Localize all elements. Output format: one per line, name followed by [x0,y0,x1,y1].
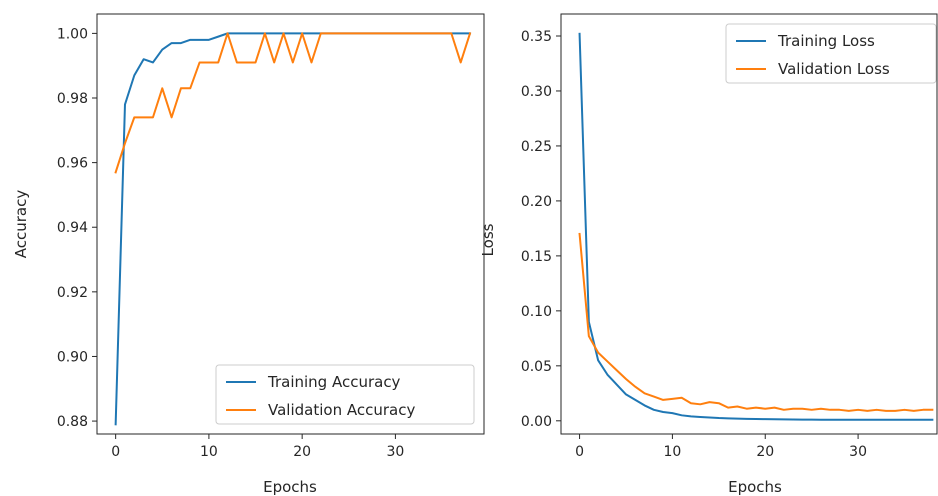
loss-y-tick-label-4: 0.20 [521,194,552,210]
loss-x-tick-label-1: 10 [663,444,681,460]
accuracy-x-axis-label: Epochs [263,478,317,496]
accuracy-legend-label-0: Training Accuracy [267,373,401,391]
accuracy-legend-label-1: Validation Accuracy [268,401,415,419]
accuracy-chart: 0 10 20 30 0.88 0.90 0.92 0.94 0.96 0.98 1.00 Epoc… [12,13,485,496]
accuracy-x-tick-label-0: 0 [111,444,120,460]
accuracy-y-tick-label-1: 0.90 [57,349,88,365]
accuracy-x-tick-label-1: 10 [200,444,218,460]
loss-legend: Training Loss Validation Loss [725,23,937,84]
loss-x-axis-label: Epochs [728,478,782,496]
loss-ticks: 0 10 20 30 0.00 0.05 0.10 0.15 0.20 0.25 0.30 0.35 [521,29,867,460]
accuracy-lines [114,32,472,426]
loss-x-tick-label-2: 20 [756,444,774,460]
loss-y-tick-label-5: 0.25 [521,139,552,155]
accuracy-y-tick-label-5: 0.98 [57,91,88,107]
accuracy-ticks: 0 10 20 30 0.88 0.90 0.92 0.94 0.96 0.98 1.00 [57,26,404,460]
loss-y-tick-label-7: 0.35 [521,29,552,45]
accuracy-x-tick-label-3: 30 [386,444,404,460]
loss-legend-label-1: Validation Loss [778,60,890,78]
accuracy-series-line-1 [114,32,472,174]
accuracy-y-tick-label-6: 1.00 [57,26,88,42]
loss-series-line-1 [578,232,934,412]
loss-chart: 0 10 20 300.000.050.100.150.200.250.300.35 … [479,13,938,496]
loss-legend-box [725,23,937,84]
accuracy-y-axis-label: Accuracy [12,190,30,259]
loss-x-tick-label-0: 0 [575,444,584,460]
loss-lines [578,32,934,421]
loss-x-tick-label-3: 30 [849,444,867,460]
loss-y-axis-label: Loss [479,223,497,256]
accuracy-legend-box [215,364,475,425]
loss-y-tick-label-2: 0.10 [521,304,552,320]
accuracy-y-tick-label-3: 0.94 [57,220,88,236]
loss-y-tick-label-1: 0.05 [521,359,552,375]
accuracy-legend: Training Accuracy Validation Accuracy [215,364,475,425]
loss-legend-label-0: Training Loss [777,32,875,50]
loss-y-tick-label-6: 0.30 [521,84,552,100]
accuracy-plot-frame [96,13,485,435]
loss-y-tick-label-0: 0.00 [521,414,552,430]
accuracy-y-tick-label-0: 0.88 [57,414,88,430]
loss-series-line-0 [578,32,934,421]
accuracy-x-tick-label-2: 20 [293,444,311,460]
loss-y-tick-label-3: 0.15 [521,249,552,265]
accuracy-y-tick-label-4: 0.96 [57,156,88,172]
loss-plot-frame [560,13,938,435]
accuracy-y-tick-label-2: 0.92 [57,285,88,301]
